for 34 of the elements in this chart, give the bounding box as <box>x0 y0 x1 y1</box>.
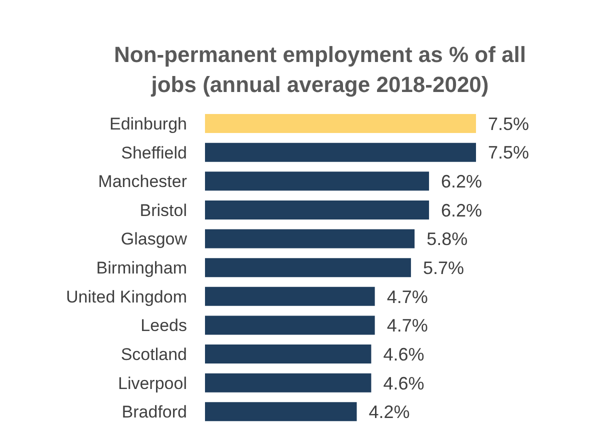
bar <box>205 229 415 248</box>
bar <box>205 200 430 220</box>
bar <box>205 258 411 278</box>
bar <box>205 373 372 392</box>
y-tick-label: Bradford <box>122 402 187 422</box>
bar <box>205 172 430 191</box>
bar <box>205 344 372 364</box>
bar <box>205 142 476 162</box>
data-label: 7.5% <box>488 142 530 163</box>
data-label: 4.7% <box>386 286 428 307</box>
bar <box>205 402 357 422</box>
bar <box>205 286 375 306</box>
bar <box>205 316 375 335</box>
bar <box>205 114 476 133</box>
y-tick-label: Scotland <box>120 344 187 364</box>
data-label: 6.2% <box>441 200 482 220</box>
y-tick-label: Bristol <box>140 200 187 220</box>
y-tick-label: Edinburgh <box>109 114 187 134</box>
data-label: 5.7% <box>422 258 464 278</box>
y-tick-label: United Kingdom <box>66 287 187 306</box>
y-tick-label: Sheffield <box>121 143 187 162</box>
y-tick-label: Birmingham <box>96 258 187 278</box>
data-label: 6.2% <box>441 172 482 192</box>
y-tick-label: Liverpool <box>118 374 187 393</box>
y-tick-label: Manchester <box>98 172 188 192</box>
chart-title: Non-permanent employment as % of all jobs (annual average 2018-2020) <box>113 41 527 99</box>
data-label: 5.8% <box>426 229 468 250</box>
y-tick-label: Leeds <box>140 316 187 336</box>
data-label: 4.2% <box>368 402 410 422</box>
data-label: 4.6% <box>383 344 424 364</box>
y-tick-label: Glasgow <box>120 230 188 249</box>
data-label: 4.7% <box>386 316 428 336</box>
data-label: 4.6% <box>383 373 424 394</box>
data-label: 7.5% <box>488 114 530 134</box>
